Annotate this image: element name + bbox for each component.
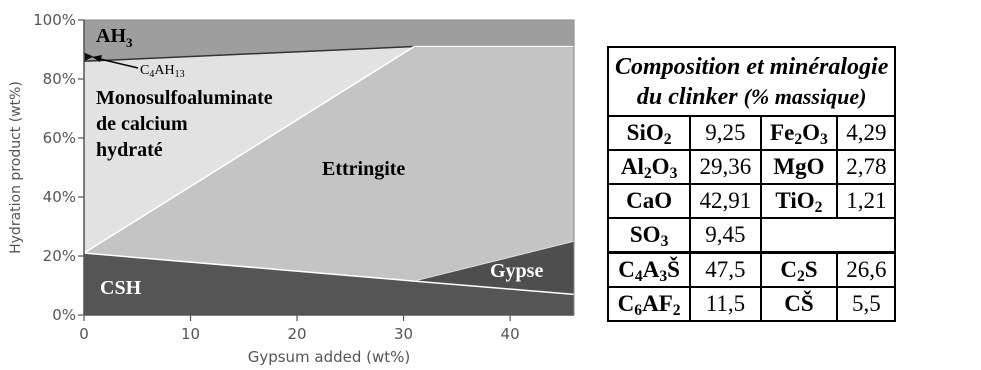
y-tick-label: 100% [33, 11, 76, 29]
value-mgo: 2,78 [836, 149, 897, 185]
ettringite-region [84, 46, 574, 316]
label-gypse: Gypse [490, 260, 543, 282]
table-row: SO3 9,45 [606, 217, 897, 254]
mineral-c6af2: C6AF2 [606, 286, 692, 322]
phase-diagram-chart: 0 10 20 30 40 Gypsum added (wt%) 0% 20% 40% 60% 8… [8, 11, 575, 366]
oxide-mgo: MgO [759, 149, 839, 185]
table-title: Composition et minéralogie du clinker (%… [606, 46, 897, 117]
oxide-fe2o3: Fe2O3 [759, 115, 839, 151]
table-title-line2: du clinker [636, 84, 738, 110]
value-cs: 5,5 [836, 286, 897, 322]
y-axis: 0% 20% 40% 60% 80% 100% Hydration product (wt%… [8, 11, 85, 324]
value-c4a3s: 47,5 [689, 251, 762, 288]
y-tick-label: 40% [43, 188, 76, 206]
label-mono-line2: de calcium [96, 113, 188, 135]
x-axis-title: Gypsum added (wt%) [248, 348, 411, 366]
csh-region [84, 253, 574, 315]
table-row: C6AF2 11,5 CŠ 5,5 [606, 286, 897, 322]
value-c2s: 26,6 [836, 251, 897, 288]
oxide-so3: SO3 [606, 217, 692, 254]
value-fe2o3: 4,29 [836, 115, 897, 151]
label-ettringite: Ettringite [322, 158, 405, 180]
table-row: CaO 42,91 TiO2 1,21 [606, 183, 897, 219]
x-tick-label: 0 [79, 325, 89, 343]
x-tick-label: 40 [501, 325, 520, 343]
y-axis-title: Hydration product (wt%) [8, 81, 24, 254]
x-tick-label: 10 [181, 325, 200, 343]
label-csh: CSH [100, 277, 142, 299]
gypse-region [414, 241, 574, 295]
x-axis: 0 10 20 30 40 Gypsum added (wt%) [79, 314, 574, 366]
table-title-unit: (% massique) [743, 84, 867, 109]
c4ah13-region [84, 52, 94, 62]
label-mono-line1: Monosulfoaluminate [96, 87, 273, 109]
value-tio2: 1,21 [836, 183, 897, 219]
label-c4ah13: C4AH13 [140, 63, 185, 80]
ettringite-boundary-line [83, 45, 574, 254]
x-tick-label: 20 [287, 325, 306, 343]
y-tick-label: 20% [43, 247, 76, 265]
mineral-cs: CŠ [759, 286, 839, 322]
y-tick-label: 0% [52, 306, 76, 324]
mineral-c2s: C2S [759, 251, 839, 288]
label-mono-line3: hydraté [96, 139, 163, 161]
value-so3: 9,45 [689, 217, 762, 254]
c4ah13-arrow-head [92, 55, 102, 62]
mineral-c4a3s: C4A3Š [606, 251, 692, 288]
y-tick-label: 80% [43, 70, 76, 88]
region-labels: AH3 C4AH13 Monosulfoaluminate de calcium hyd… [92, 25, 543, 299]
value-c6af2: 11,5 [689, 286, 762, 322]
table-row: Al2O3 29,36 MgO 2,78 [606, 149, 897, 185]
table-row: C4A3Š 47,5 C2S 26,6 [606, 251, 897, 288]
y-tick-label: 60% [43, 129, 76, 147]
table-row: SiO2 9,25 Fe2O3 4,29 [606, 115, 897, 151]
gypse-boundary-line [414, 240, 575, 282]
value-cao: 42,91 [689, 183, 762, 219]
clinker-composition-table: Composition et minéralogie du clinker (%… [606, 46, 897, 322]
label-ah3: AH3 [96, 25, 133, 50]
oxide-al2o3: Al2O3 [606, 149, 692, 185]
x-tick-label: 30 [394, 325, 413, 343]
table-title-line1: Composition et minéralogie [615, 54, 889, 80]
empty-cell [759, 217, 897, 254]
c4ah13-arrow-line [95, 57, 139, 69]
value-al2o3: 29,36 [689, 149, 762, 185]
oxide-tio2: TiO2 [759, 183, 839, 219]
value-sio2: 9,25 [689, 115, 762, 151]
oxide-cao: CaO [606, 183, 692, 219]
oxide-sio2: SiO2 [606, 115, 692, 151]
